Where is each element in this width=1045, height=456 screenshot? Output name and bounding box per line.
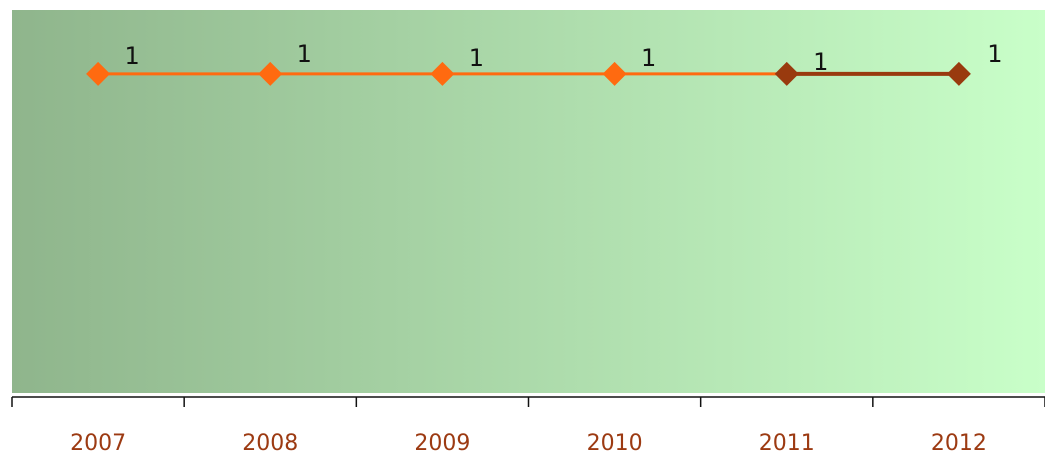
data-point-marker <box>430 61 455 86</box>
data-label: 1 <box>641 44 656 72</box>
x-tick-label: 2012 <box>931 431 987 456</box>
data-point-marker <box>258 61 283 86</box>
data-point-marker <box>86 61 111 86</box>
data-label: 1 <box>813 48 828 76</box>
data-label: 1 <box>987 40 1002 68</box>
series-layer <box>86 61 971 86</box>
x-tick-label: 2007 <box>70 431 126 456</box>
x-axis <box>11 396 1045 407</box>
data-label: 1 <box>469 44 484 72</box>
data-label: 1 <box>124 42 139 70</box>
data-point-marker <box>774 61 799 86</box>
data-label: 1 <box>297 40 312 68</box>
data-point-marker <box>602 61 627 86</box>
x-tick-labels: 2007 2008 2009 2010 2011 2012 <box>70 431 987 456</box>
data-point-marker <box>946 61 971 86</box>
x-tick-label: 2011 <box>759 431 815 456</box>
x-tick-label: 2010 <box>587 431 643 456</box>
x-tick-label: 2009 <box>414 431 470 456</box>
data-labels: 1 1 1 1 1 1 <box>124 40 1002 76</box>
plot-area <box>12 10 1045 393</box>
x-tick-label: 2008 <box>242 431 298 456</box>
